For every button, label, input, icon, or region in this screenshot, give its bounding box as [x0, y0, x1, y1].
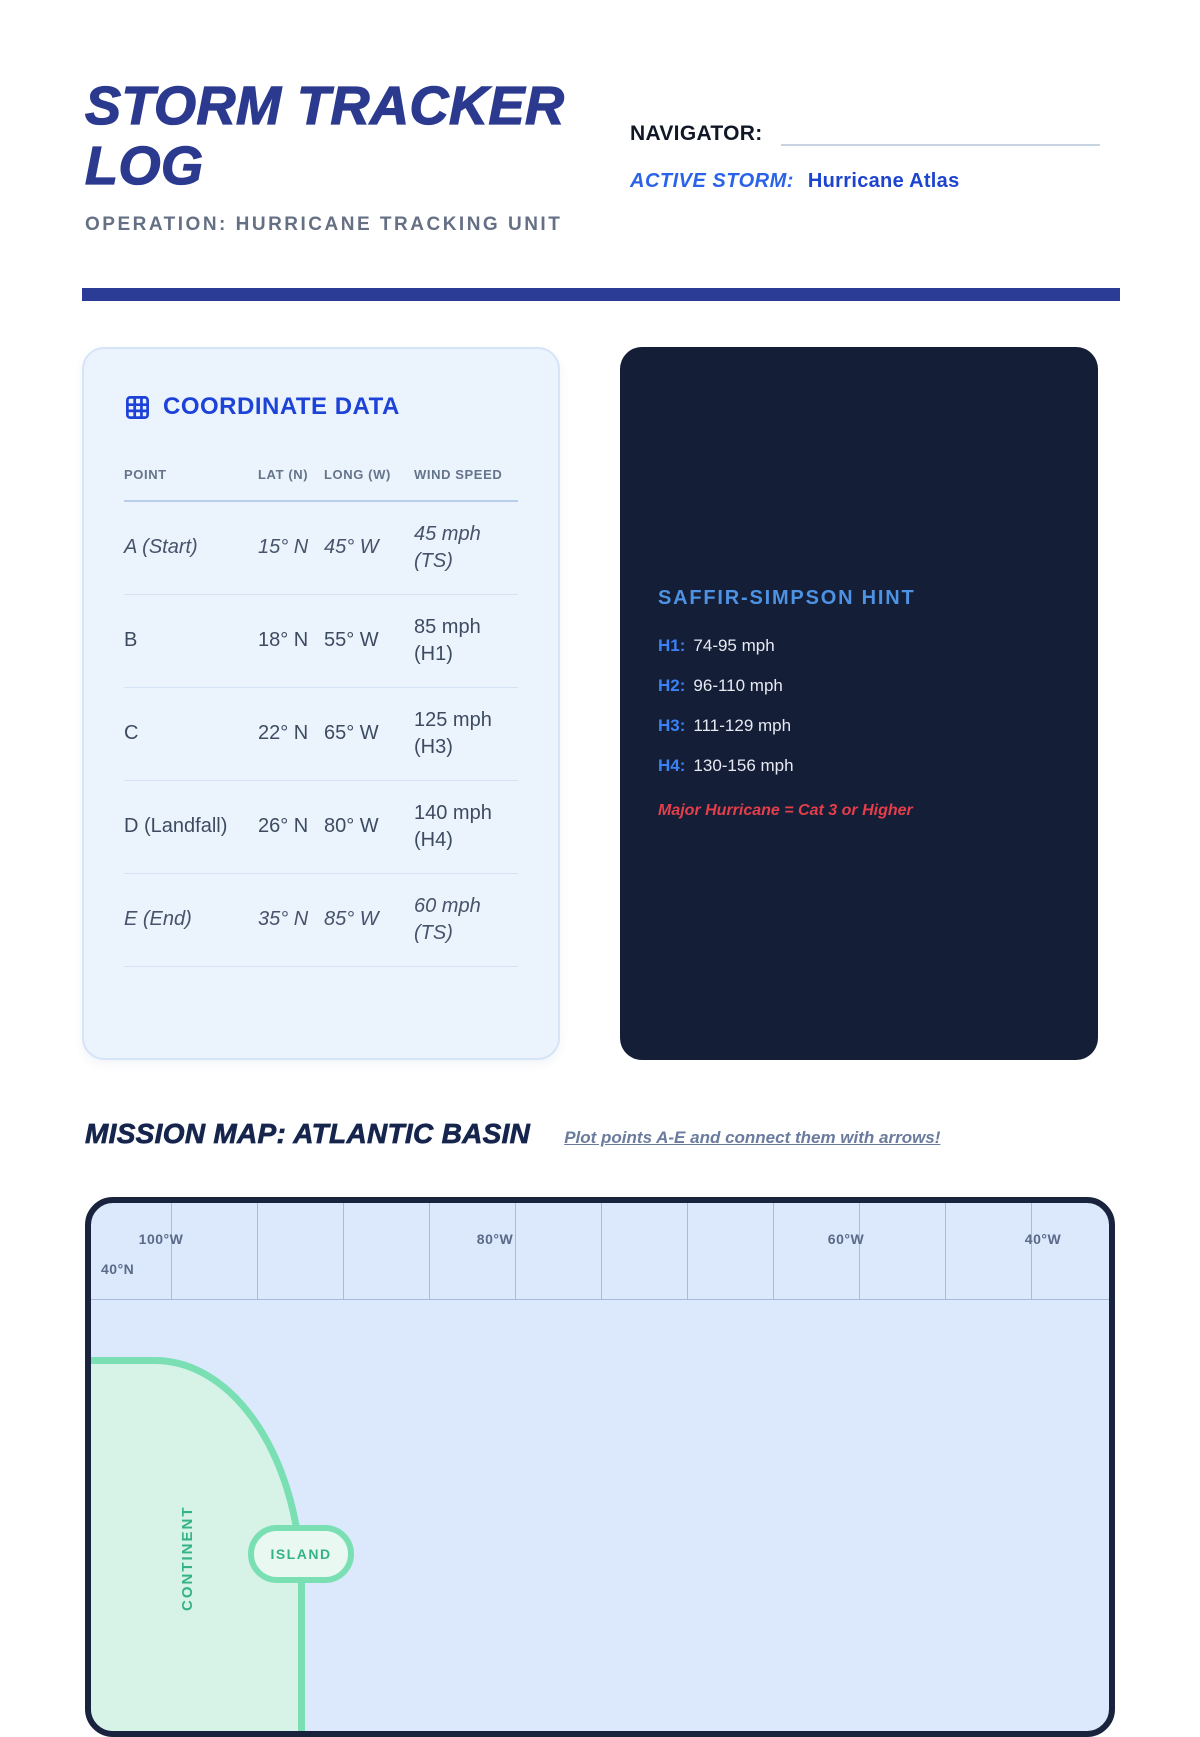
hint-card-title: SAFFIR-SIMPSON HINT	[658, 587, 916, 609]
column-header-wind-speed: WIND SPEED	[414, 465, 518, 502]
cell-long: 85° W	[324, 873, 414, 967]
cell-wind-speed: 60 mph (TS)	[414, 873, 518, 967]
hint-category-value: 74-95 mph	[693, 636, 775, 655]
hint-category-line: H1: 74-95 mph	[658, 636, 1060, 656]
cell-point: D (Landfall)	[124, 780, 258, 874]
mission-map-title: MISSION MAP: ATLANTIC BASIN	[85, 1118, 531, 1150]
cell-point: B	[124, 594, 258, 688]
atlantic-basin-map: 100°W80°W60°W40°W 40°N 30°N CONTINENT IS…	[85, 1197, 1115, 1737]
cell-lat: 35° N	[258, 873, 324, 967]
island-label: ISLAND	[270, 1546, 332, 1562]
cell-wind-speed: 140 mph (H4)	[414, 780, 518, 874]
hint-category-value: 111-129 mph	[693, 716, 792, 735]
cell-lat: 26° N	[258, 780, 324, 874]
cell-long: 65° W	[324, 687, 414, 781]
cell-wind-speed: 85 mph (H1)	[414, 594, 518, 688]
cell-point: A (Start)	[124, 500, 258, 595]
hint-category-value: 130-156 mph	[693, 756, 794, 775]
longitude-gridline	[945, 1203, 946, 1299]
header-divider-bar	[82, 288, 1120, 301]
island-landmass: ISLAND	[248, 1525, 354, 1583]
latitude-gridline-40n	[91, 1299, 1109, 1300]
major-hurricane-note: Major Hurricane = Cat 3 or Higher	[658, 802, 913, 819]
hint-category-line: H4: 130-156 mph	[658, 756, 1060, 776]
hint-category-label: H1:	[658, 636, 686, 655]
longitude-label-100w: 100°W	[138, 1231, 184, 1247]
navigator-blank-line	[780, 120, 1100, 146]
longitude-gridline	[773, 1203, 774, 1299]
hint-category-label: H4:	[658, 756, 686, 775]
longitude-gridline	[429, 1203, 430, 1299]
saffir-simpson-hint-card: SAFFIR-SIMPSON HINT H1: 74-95 mph H2: 96-1…	[620, 347, 1098, 1060]
header-fields: NAVIGATOR: ACTIVE STORM: Hurricane Atlas	[630, 120, 1100, 193]
hint-category-label: H3:	[658, 716, 686, 735]
continent-label: CONTINENT	[179, 1505, 196, 1612]
table-grid-icon	[126, 395, 149, 419]
coordinate-data-card: COORDINATE DATA POINT LAT (N) LONG (W) W…	[82, 347, 560, 1060]
cell-wind-speed: 125 mph (H3)	[414, 687, 518, 781]
mission-map-heading-row: MISSION MAP: ATLANTIC BASIN Plot points …	[85, 1118, 1115, 1150]
page-title: STORM TRACKER LOG	[84, 75, 565, 197]
cell-wind-speed: 45 mph (TS)	[414, 500, 518, 595]
longitude-gridline	[171, 1203, 172, 1299]
mission-map-instruction: Plot points A-E and connect them with ar…	[564, 1128, 941, 1147]
longitude-gridline	[257, 1203, 258, 1299]
longitude-gridline	[859, 1203, 860, 1299]
cell-lat: 18° N	[258, 594, 324, 688]
navigator-label: NAVIGATOR:	[630, 122, 763, 145]
latitude-label-40n: 40°N	[101, 1261, 135, 1277]
hint-category-label: H2:	[658, 676, 686, 695]
cell-long: 45° W	[324, 500, 414, 595]
longitude-gridline	[515, 1203, 516, 1299]
longitude-label-40w: 40°W	[1024, 1231, 1062, 1247]
table-row: C 22° N 65° W 125 mph (H3)	[124, 687, 518, 781]
longitude-gridline	[343, 1203, 344, 1299]
column-header-lat: LAT (N)	[258, 465, 324, 502]
table-row: E (End) 35° N 85° W 60 mph (TS)	[124, 873, 518, 967]
hint-category-value: 96-110 mph	[693, 676, 783, 695]
longitude-label-60w: 60°W	[827, 1231, 865, 1247]
table-row: B 18° N 55° W 85 mph (H1)	[124, 594, 518, 688]
coordinate-card-title: COORDINATE DATA	[124, 393, 518, 421]
cell-point: E (End)	[124, 873, 258, 967]
longitude-label-80w: 80°W	[476, 1231, 514, 1247]
active-storm-value: Hurricane Atlas	[807, 170, 960, 192]
longitude-gridline	[601, 1203, 602, 1299]
table-row: D (Landfall) 26° N 80° W 140 mph (H4)	[124, 780, 518, 874]
active-storm-label: ACTIVE STORM:	[630, 170, 794, 192]
coordinate-table-header-row: POINT LAT (N) LONG (W) WIND SPEED	[124, 465, 518, 502]
cell-long: 55° W	[324, 594, 414, 688]
cell-lat: 15° N	[258, 500, 324, 595]
table-row: A (Start) 15° N 45° W 45 mph (TS)	[124, 500, 518, 595]
cell-point: C	[124, 687, 258, 781]
coordinate-card-title-text: COORDINATE DATA	[163, 393, 400, 420]
column-header-long: LONG (W)	[324, 465, 414, 502]
cell-long: 80° W	[324, 780, 414, 874]
longitude-gridline	[687, 1203, 688, 1299]
hint-category-line: H2: 96-110 mph	[658, 676, 1060, 696]
page-subtitle: OPERATION: HURRICANE TRACKING UNIT	[85, 214, 563, 235]
longitude-gridline	[1031, 1203, 1032, 1299]
coordinate-table: POINT LAT (N) LONG (W) WIND SPEED A (Sta…	[124, 465, 518, 967]
hint-category-line: H3: 111-129 mph	[658, 716, 1060, 736]
cell-lat: 22° N	[258, 687, 324, 781]
column-header-point: POINT	[124, 465, 258, 502]
